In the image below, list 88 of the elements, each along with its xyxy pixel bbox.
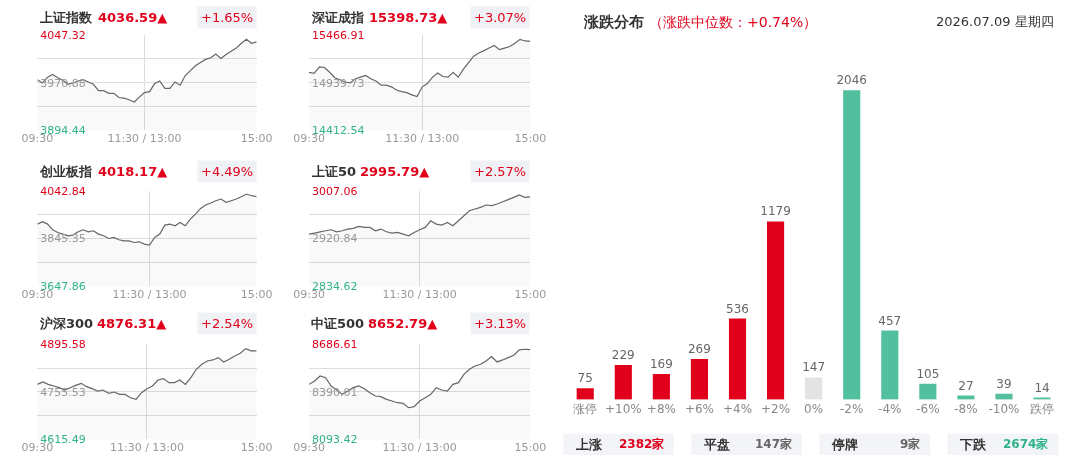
x-tick-label: 15:00 (240, 287, 273, 301)
bar (652, 374, 670, 400)
x-tick-label: -6% (916, 401, 940, 416)
chart-title: 涨跌分布 (583, 13, 644, 31)
data-label: 536 (726, 301, 749, 316)
text: +1.65% (201, 10, 254, 25)
x-tick-label: 11:30 / 13:00 (112, 287, 187, 301)
x-tick-label: 15:00 (240, 132, 273, 146)
bar (881, 330, 899, 400)
x-tick-label: 涨停 (573, 401, 598, 416)
text: 2026.07.09 星期四 (936, 14, 1054, 29)
chart-title: 上证指数 (39, 10, 93, 25)
x-tick-label: 11:30 / 13:00 (107, 132, 182, 146)
x-tick-label: 11:30 / 13:00 (109, 441, 185, 455)
chart-subtitle: 15398.73▲ (369, 10, 448, 25)
text: +2.54% (201, 316, 254, 331)
chart-title: 深证成指 (311, 10, 364, 25)
x-tick-label: -4% (878, 401, 902, 416)
chart-subtitle: 8652.79▲ (368, 316, 438, 331)
data-label: 1179 (760, 204, 791, 219)
y-tick-label: 8390.01 (312, 385, 358, 399)
x-tick-label: 0% (804, 401, 824, 416)
data-label: 269 (687, 341, 711, 356)
bar (919, 383, 937, 400)
text: 2674家 (1003, 437, 1049, 451)
data-label: 457 (878, 313, 902, 328)
x-tick-label: +4% (722, 401, 753, 416)
x-tick-label: -10% (988, 401, 1020, 416)
x-tick-label: 11:30 / 13:00 (382, 287, 457, 301)
bar (728, 318, 747, 400)
y-tick-label: 4047.32 (40, 29, 86, 43)
chart-subtitle: 2995.79▲ (360, 164, 430, 179)
data-label: 2046 (836, 73, 867, 88)
chart-subtitle: 4018.17▲ (98, 164, 168, 179)
bar (805, 377, 823, 400)
y-tick-label: 15466.91 (312, 29, 365, 43)
bar (690, 358, 708, 400)
data-label: 27 (958, 378, 974, 393)
data-label: 147 (802, 360, 826, 375)
data-label: 14 (1034, 380, 1050, 395)
x-tick-label: -8% (954, 401, 978, 416)
data-label: 105 (916, 366, 940, 381)
text: 停牌 (831, 437, 858, 452)
text: 147家 (755, 437, 793, 451)
x-tick-label: +10% (604, 401, 642, 416)
chart-title: 中证500 (311, 316, 365, 331)
text: +2.57% (474, 164, 527, 179)
text: 9家 (900, 437, 921, 451)
text: +3.13% (474, 316, 527, 331)
x-tick-label: 11:30 / 13:00 (382, 441, 457, 455)
chart-title: 沪深300 (39, 316, 94, 331)
x-tick-label: -2% (840, 401, 864, 416)
chart-title: 上证50 (311, 164, 357, 179)
x-tick-label: 15:00 (514, 132, 547, 146)
y-tick-label: 8686.61 (312, 338, 358, 352)
x-tick-label: +8% (646, 401, 676, 416)
y-tick-label: 3007.06 (312, 184, 358, 198)
x-tick-label: 跌停 (1030, 401, 1055, 416)
data-label: 39 (996, 376, 1012, 391)
text: +3.07% (474, 10, 527, 25)
y-tick-label: 4895.58 (40, 338, 86, 352)
data-label: 169 (649, 357, 673, 372)
bar (767, 221, 785, 400)
x-tick-label: 15:00 (514, 441, 547, 455)
data-label: 229 (611, 348, 635, 362)
x-tick-label: 15:00 (240, 441, 273, 455)
y-tick-label: 14939.73 (312, 76, 365, 90)
y-tick-label: 4755.53 (40, 385, 86, 399)
text: 下跌 (959, 437, 987, 452)
y-tick-label: 3845.35 (40, 232, 86, 246)
x-tick-label: +2% (761, 401, 791, 416)
text: 平盘 (703, 437, 730, 452)
x-tick-label: 15:00 (514, 287, 547, 301)
x-tick-label: +6% (684, 401, 714, 416)
bar (843, 90, 861, 400)
text: 上涨 (575, 437, 603, 452)
chart-title: 创业板指 (39, 164, 92, 179)
text: +4.49% (201, 164, 254, 179)
y-tick-label: 4042.84 (40, 184, 86, 198)
text: 2382家 (619, 437, 665, 451)
data-label: 75 (577, 371, 593, 386)
x-tick-label: 11:30 / 13:00 (385, 132, 460, 146)
bar (614, 365, 632, 400)
chart-subtitle: （涨跌中位数：+0.74%） (649, 14, 818, 30)
y-tick-label: 2920.84 (312, 232, 358, 246)
chart-subtitle: 4036.59▲ (98, 10, 168, 25)
chart-subtitle: 4876.31▲ (97, 316, 167, 331)
bar (576, 388, 594, 400)
